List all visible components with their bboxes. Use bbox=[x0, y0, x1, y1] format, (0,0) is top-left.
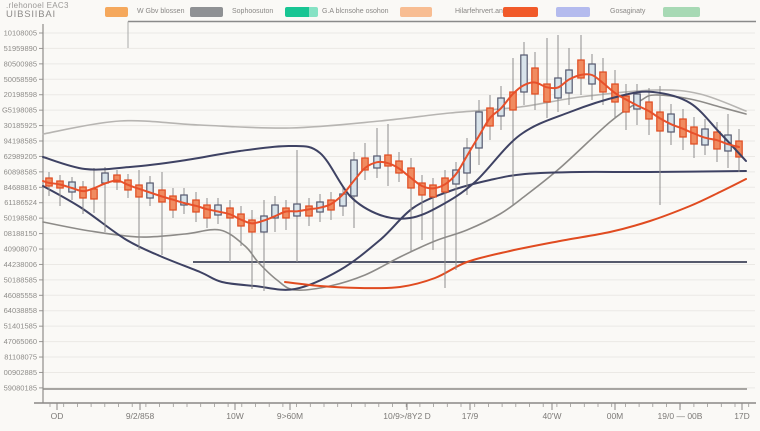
svg-text:G5198085: G5198085 bbox=[2, 106, 37, 115]
svg-text:81108075: 81108075 bbox=[4, 353, 37, 362]
down-candle bbox=[79, 186, 87, 199]
down-candle bbox=[169, 195, 177, 211]
svg-text:9/2/858: 9/2/858 bbox=[126, 411, 155, 421]
legend-bar: W Gbv blossen Sophoosuton G.A blcnsohe oso… bbox=[0, 0, 760, 20]
svg-text:62989205: 62989205 bbox=[4, 152, 37, 161]
down-candle bbox=[248, 219, 256, 233]
overlay-lines bbox=[42, 89, 747, 292]
y-axis-labels: 10108005 51959890 80500985 50058596 20198598… bbox=[2, 29, 43, 392]
series-7-swatch[interactable] bbox=[663, 7, 700, 17]
up-candle bbox=[293, 203, 301, 217]
down-candle bbox=[509, 91, 517, 111]
svg-text:10W: 10W bbox=[226, 411, 243, 421]
down-candle bbox=[531, 67, 539, 95]
down-candle bbox=[135, 184, 143, 198]
up-candle bbox=[633, 93, 641, 110]
gridlines bbox=[43, 32, 755, 389]
svg-text:46085558: 46085558 bbox=[4, 291, 37, 300]
reference-lines bbox=[43, 261, 747, 390]
svg-text:9>60M: 9>60M bbox=[277, 411, 303, 421]
upper-band-gray-line bbox=[42, 89, 747, 135]
svg-text:20198598: 20198598 bbox=[4, 90, 37, 99]
navy-lower-band-line bbox=[42, 170, 747, 291]
up-candle bbox=[180, 194, 188, 206]
navy-ma-line bbox=[42, 90, 747, 220]
svg-text:64038858: 64038858 bbox=[4, 306, 37, 315]
svg-text:59080185: 59080185 bbox=[4, 383, 37, 392]
series-4-swatch[interactable] bbox=[400, 7, 432, 17]
svg-text:51401585: 51401585 bbox=[4, 322, 37, 331]
down-candle bbox=[429, 184, 437, 198]
svg-text:17/9: 17/9 bbox=[462, 411, 479, 421]
svg-text:17D: 17D bbox=[734, 411, 750, 421]
svg-text:OD: OD bbox=[51, 411, 64, 421]
series-1-label[interactable]: W Gbv blossen bbox=[137, 8, 185, 15]
svg-text:44238006: 44238006 bbox=[4, 260, 37, 269]
series-1-swatch[interactable] bbox=[105, 7, 128, 17]
svg-text:00902885: 00902885 bbox=[4, 368, 37, 377]
chart-title: .rlehonoel EAC3 UIBSIIBAI bbox=[6, 1, 69, 21]
down-candle bbox=[543, 83, 551, 103]
svg-text:19/0 — 00B: 19/0 — 00B bbox=[658, 411, 703, 421]
slow-red-ma-line bbox=[284, 178, 747, 290]
down-candle bbox=[622, 95, 630, 113]
svg-text:50198580: 50198580 bbox=[4, 214, 37, 223]
svg-text:08188150: 08188150 bbox=[4, 229, 37, 238]
svg-text:40'W: 40'W bbox=[542, 411, 561, 421]
down-candle bbox=[361, 157, 369, 171]
up-candle bbox=[101, 172, 109, 184]
gray-ma-line bbox=[42, 94, 747, 292]
series-3-label[interactable]: G.A blcnsohe osohon bbox=[322, 8, 389, 15]
svg-text:61186524: 61186524 bbox=[4, 198, 37, 207]
chart-title-line2: UIBSIIBAI bbox=[6, 9, 56, 21]
x-axis-labels: OD 9/2/858 10W 9>60M 10/9>/8Y2 D 17/9 40'W 00M 1… bbox=[49, 403, 750, 421]
down-candle bbox=[90, 188, 98, 200]
svg-text:00M: 00M bbox=[607, 411, 624, 421]
svg-text:51959890: 51959890 bbox=[4, 44, 37, 53]
up-candle bbox=[146, 182, 154, 199]
svg-text:80500985: 80500985 bbox=[4, 59, 37, 68]
navy-ma-layer bbox=[42, 90, 747, 220]
up-candle bbox=[271, 204, 279, 219]
svg-text:50188585: 50188585 bbox=[4, 275, 37, 284]
ema-line bbox=[42, 73, 740, 225]
ema-layer bbox=[42, 73, 740, 225]
svg-text:47065060: 47065060 bbox=[4, 337, 37, 346]
series-5-swatch[interactable] bbox=[503, 7, 538, 17]
series-3-swatch[interactable] bbox=[285, 7, 318, 17]
svg-text:30185925: 30185925 bbox=[4, 121, 37, 130]
up-candle bbox=[260, 215, 268, 233]
down-candle bbox=[113, 174, 121, 183]
svg-text:40908070: 40908070 bbox=[4, 245, 37, 254]
svg-text:10/9>/8Y2 D: 10/9>/8Y2 D bbox=[383, 411, 431, 421]
down-candle bbox=[656, 111, 664, 132]
down-candle bbox=[418, 182, 426, 196]
svg-text:94198585: 94198585 bbox=[4, 137, 37, 146]
down-candle bbox=[577, 59, 585, 79]
axes-frame bbox=[34, 20, 756, 404]
series-4-label[interactable]: Hilarfehrvert.an bbox=[455, 8, 503, 15]
svg-text:84688816: 84688816 bbox=[4, 183, 37, 192]
down-candle bbox=[203, 204, 211, 219]
chart-title-line1: .rlehonoel EAC3 bbox=[6, 1, 69, 10]
series-7-label[interactable]: Gosaginaty bbox=[610, 8, 646, 15]
up-candle bbox=[520, 54, 528, 93]
series-2-label[interactable]: Sophoosuton bbox=[232, 8, 274, 15]
svg-text:10108005: 10108005 bbox=[4, 29, 37, 38]
series-2-swatch[interactable] bbox=[190, 7, 223, 17]
down-candle bbox=[384, 154, 392, 167]
svg-text:60898585: 60898585 bbox=[4, 167, 37, 176]
series-6-swatch[interactable] bbox=[556, 7, 590, 17]
svg-text:50058596: 50058596 bbox=[4, 75, 37, 84]
down-candle bbox=[305, 205, 313, 217]
